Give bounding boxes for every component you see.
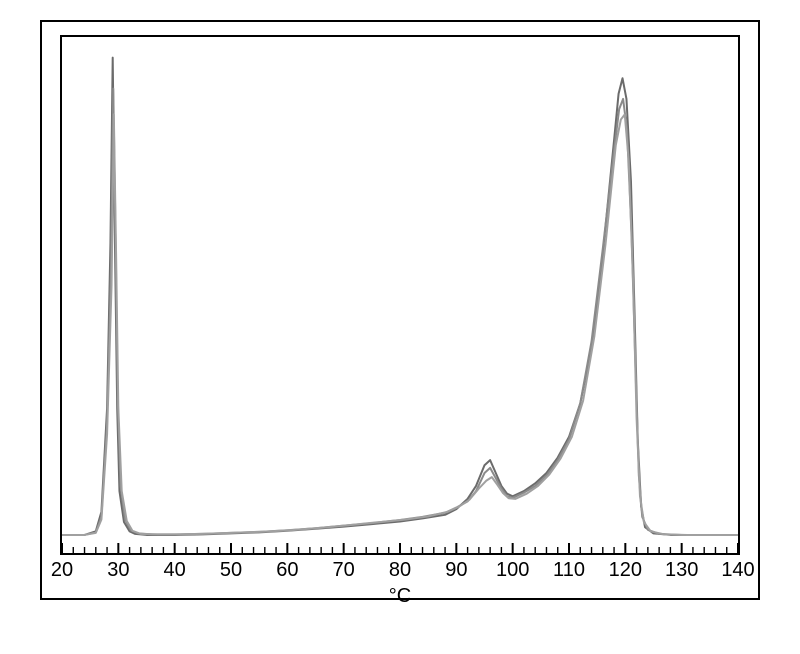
- x-tick-label: 140: [721, 559, 754, 582]
- series-curve-c: [62, 114, 738, 535]
- x-tick-label: 20: [51, 559, 73, 582]
- x-tick-label: 130: [665, 559, 698, 582]
- x-tick-label: 60: [276, 559, 298, 582]
- x-tick-label: 120: [609, 559, 642, 582]
- x-tick-label: 110: [553, 559, 585, 582]
- series-curve-b: [62, 89, 738, 535]
- x-tick-label: 40: [164, 559, 186, 582]
- x-tick-label: 90: [445, 559, 467, 582]
- x-tick-label: 80: [389, 559, 411, 582]
- x-axis-label: °C: [389, 585, 411, 608]
- chart-figure: °C 20 30 40 50 60 70 80 90 100 110 120 130 140: [0, 0, 800, 654]
- plot-area: [60, 35, 740, 555]
- x-tick-label: 100: [496, 559, 529, 582]
- x-tick-label: 50: [220, 559, 242, 582]
- plot-svg: [62, 37, 738, 553]
- x-tick-label: 30: [107, 559, 129, 582]
- x-tick-label: 70: [333, 559, 355, 582]
- series-curve-a: [62, 58, 738, 535]
